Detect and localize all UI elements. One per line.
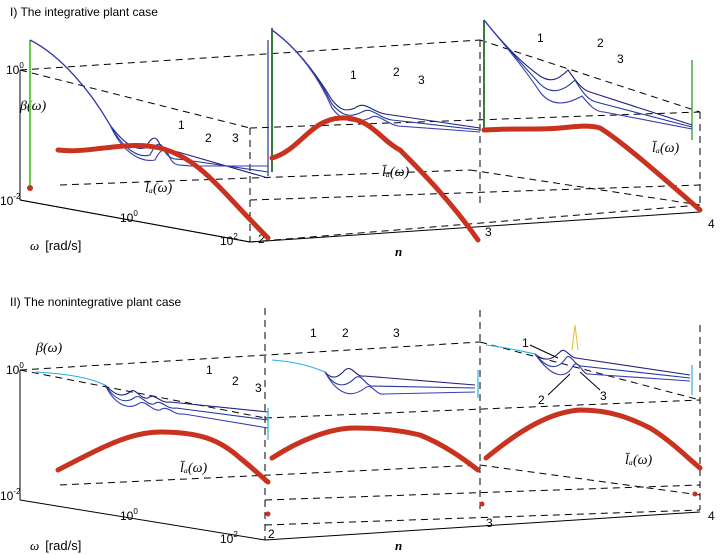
beta-curve-head [485, 344, 536, 355]
beta-curve-3 [534, 353, 691, 382]
y-tick-label: 100 [6, 61, 24, 77]
curve-label: 2 [393, 65, 400, 79]
la-label: l̄ₐ(ω) [180, 460, 208, 476]
panel-title: I) The integrative plant case [10, 5, 158, 19]
x-tick-label: 100 [120, 209, 138, 225]
n-tick-label: 3 [486, 516, 493, 530]
x-axis-label: ω [rad/s] [30, 238, 81, 253]
curve-label: 2 [205, 131, 212, 145]
n-tick-label: 4 [708, 509, 715, 523]
curve-label: 3 [600, 389, 607, 403]
la-curve [269, 115, 481, 243]
subplot-n3: 1 2 3 l̄ₐ(ω) [269, 28, 481, 243]
la-label: l̄ₐ(ω) [145, 180, 173, 196]
la-curve [55, 429, 271, 485]
curve-label: 2 [538, 393, 545, 407]
curve-label: 2 [232, 374, 239, 388]
beta-curve-1 [483, 19, 693, 126]
x-axis-label: ω [rad/s] [30, 538, 81, 553]
n-tick-label: 2 [268, 527, 275, 541]
la-label: l̄ₐ(ω) [652, 140, 680, 156]
y-axis-label: β(ω) [35, 341, 63, 356]
beta-curve-1 [534, 349, 691, 376]
n-tick-label: 3 [485, 225, 492, 239]
beta-curve-1 [104, 384, 269, 413]
beta-curve-2 [324, 371, 476, 389]
beta-curve-3 [324, 371, 476, 395]
curve-label: 3 [393, 326, 400, 340]
resonance-peak [571, 324, 579, 351]
beta-curve-2 [104, 384, 269, 421]
n-axis-label: n [395, 538, 402, 553]
marker-dot [479, 501, 485, 507]
beta-curve-3 [29, 39, 268, 167]
curve-label: 3 [418, 73, 425, 87]
beta-curve-head [35, 371, 106, 386]
subplot-n3: 1 2 3 [269, 326, 485, 507]
y-tick-label: 10-2 [0, 487, 21, 503]
curve-label: 1 [178, 118, 185, 132]
n-axis-label: n [395, 244, 402, 259]
beta-curve-head [271, 359, 326, 373]
leader-line [547, 373, 571, 396]
y-axis-label: β(ω) [19, 99, 47, 114]
x-tick-label: 102 [220, 232, 238, 248]
leader-line [579, 371, 601, 391]
la-label: l̄ₐ(ω) [625, 452, 653, 468]
curve-label: 1 [206, 363, 213, 377]
curve-label: 1 [350, 68, 357, 82]
curve-label: 3 [617, 52, 624, 66]
subplot-n4: 1 2 3 l̄ₐ(ω) [481, 19, 703, 213]
n-tick-label: 2 [258, 232, 265, 246]
marker-dot [692, 491, 698, 497]
beta-curve-3 [104, 384, 269, 429]
y-tick-label: 100 [6, 361, 24, 377]
x-tick-label: 100 [120, 507, 138, 523]
beta-curve-3 [483, 19, 693, 130]
y-tick-label: 10-2 [0, 192, 21, 208]
curve-label: 2 [597, 36, 604, 50]
la-curve [55, 143, 271, 241]
panel-box [19, 308, 701, 541]
beta-curve-1 [324, 368, 476, 386]
marker-dot [265, 511, 271, 517]
subplot-n4: 1 2 3 l̄ₐ(ω) [483, 324, 703, 497]
curve-label: 2 [342, 326, 349, 340]
leader-line [529, 344, 559, 359]
beta-curve-2 [271, 29, 481, 131]
curve-label: 3 [255, 381, 262, 395]
panel-title: II) The nonintegrative plant case [10, 295, 182, 309]
curve-label: 3 [232, 131, 239, 145]
subplot-n2: 1 2 3 l̄ₐ(ω) [35, 363, 271, 517]
subplot-n2: 1 2 3 l̄ₐ(ω) [27, 39, 271, 241]
marker-dot [27, 185, 33, 191]
curve-label: 1 [310, 326, 317, 340]
beta-curve-3 [271, 29, 481, 133]
la-curve [269, 425, 481, 473]
la-curve [483, 407, 703, 471]
panel-nonintegrative: II) The nonintegrative plant case 100 10… [0, 295, 715, 553]
x-tick-label: 102 [220, 530, 238, 546]
beta-curve-2 [483, 19, 693, 128]
la-label: l̄ₐ(ω) [382, 164, 410, 180]
la-curve [481, 123, 703, 213]
panel-integrative: I) The integrative plant case 100 10-2 1… [0, 5, 715, 259]
curve-label: 1 [522, 336, 529, 350]
beta-curve-1 [29, 39, 269, 179]
curve-label: 1 [537, 31, 544, 45]
n-tick-label: 4 [708, 217, 715, 231]
